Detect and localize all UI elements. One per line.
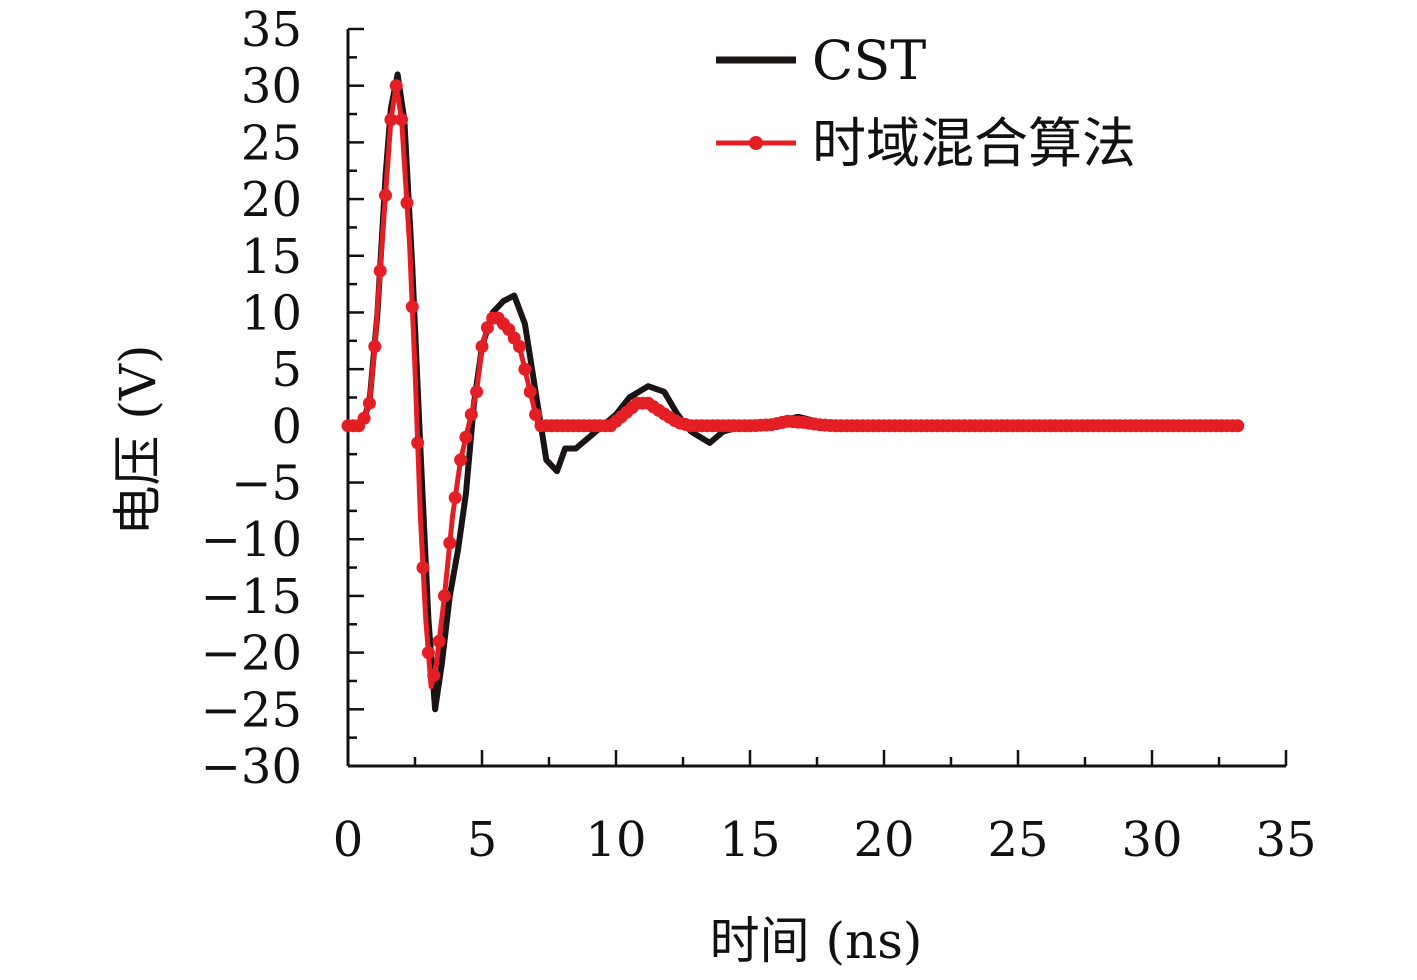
y-tick-label: 35 (241, 2, 302, 58)
data-point (389, 79, 403, 93)
data-point (480, 321, 494, 335)
x-tick-label: 20 (853, 812, 914, 868)
data-point (448, 491, 462, 505)
data-point (373, 264, 387, 278)
data-point (432, 634, 446, 648)
data-point (475, 340, 489, 353)
y-tick-label: −30 (201, 739, 302, 795)
data-point (379, 188, 392, 202)
data-point (411, 436, 425, 450)
y-tick-label: 10 (241, 285, 302, 341)
y-tick-label: −15 (201, 569, 302, 625)
data-point (427, 668, 441, 682)
legend-marker-hybrid (749, 136, 763, 150)
data-point (395, 113, 409, 127)
x-tick-label: 25 (987, 812, 1048, 868)
data-point (1231, 419, 1245, 433)
series-line (345, 83, 1243, 690)
data-point (464, 408, 478, 421)
y-tick-label: −25 (201, 682, 302, 738)
y-tick-label: 5 (271, 342, 302, 398)
x-tick-label: 10 (585, 812, 646, 868)
x-tick-label: 5 (467, 812, 498, 868)
legend-label-hybrid: 时域混合算法 (812, 112, 1136, 175)
series-group (341, 71, 1245, 713)
data-point (443, 536, 457, 550)
data-point (368, 340, 382, 353)
data-point (454, 453, 468, 467)
y-tick-label: 30 (241, 59, 302, 115)
axes (346, 27, 1288, 768)
legend: CST 时域混合算法 (716, 29, 1136, 175)
data-point (438, 589, 451, 603)
x-tick-label: 0 (333, 812, 364, 868)
data-point (405, 300, 419, 314)
data-point (470, 385, 484, 399)
data-point (384, 113, 398, 127)
x-tick-label: 30 (1121, 812, 1182, 868)
x-tick-label: 35 (1255, 812, 1316, 868)
y-tick-label: 25 (241, 115, 302, 171)
x-axis-title: 时间 (ns) (710, 912, 923, 970)
x-tick-labels: 0 5 10 15 20 25 30 35 (333, 812, 1317, 868)
y-tick-label: 0 (271, 399, 302, 455)
data-point (400, 196, 414, 210)
y-axis-title: 电压 (V) (109, 344, 167, 535)
data-point (421, 646, 435, 660)
series-1 (341, 79, 1245, 690)
data-point (529, 408, 543, 421)
data-point (523, 385, 537, 399)
data-point (459, 430, 473, 444)
y-tick-label: −5 (231, 456, 302, 512)
legend-label-cst: CST (812, 29, 926, 92)
data-point (357, 411, 371, 425)
x-tick-label: 15 (719, 812, 780, 868)
y-tick-label: −20 (201, 626, 302, 682)
y-tick-label: 20 (241, 172, 302, 228)
y-tick-label: −10 (201, 512, 302, 568)
data-point (513, 340, 526, 353)
data-point (416, 561, 430, 575)
data-point (362, 396, 376, 410)
data-point (518, 362, 532, 376)
y-tick-label: 15 (241, 229, 302, 285)
